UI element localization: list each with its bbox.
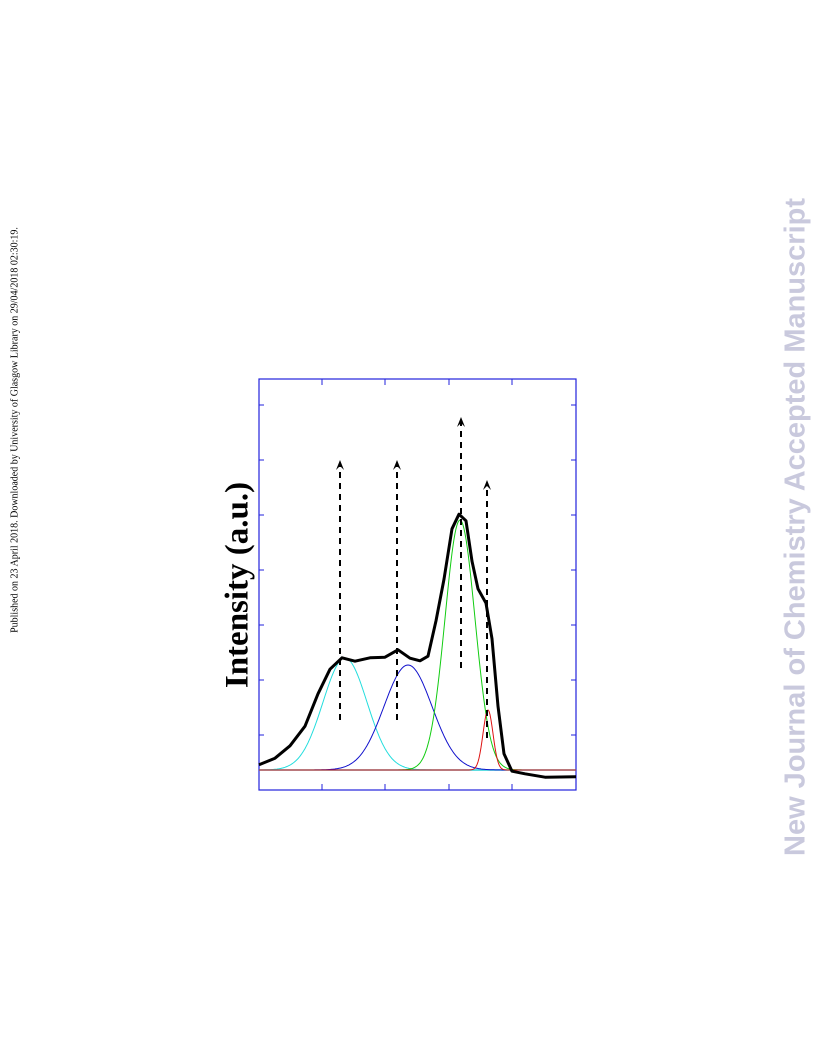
y-axis-label: Intensity (a.u.) xyxy=(220,482,256,688)
fit-peak xyxy=(259,657,576,771)
side-note: Published on 23 April 2018. Downloaded b… xyxy=(9,227,20,633)
fit-peak xyxy=(259,519,576,771)
measured-curve xyxy=(258,512,577,779)
arrow-head xyxy=(483,480,491,490)
arrow-head xyxy=(457,417,465,427)
arrow-head xyxy=(336,460,344,470)
watermark: New Journal of Chemistry Accepted Manusc… xyxy=(780,198,812,856)
fit-peak xyxy=(259,709,576,771)
figure xyxy=(258,378,577,791)
arrow-head xyxy=(393,460,401,470)
plot-frame xyxy=(258,378,577,791)
fit-peak xyxy=(259,664,576,771)
